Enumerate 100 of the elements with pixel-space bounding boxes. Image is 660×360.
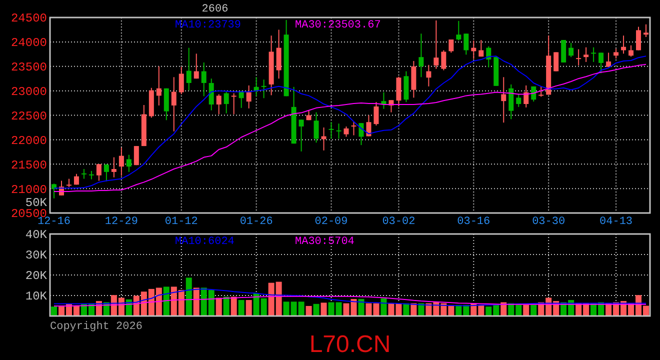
candlestick (186, 47, 192, 91)
bar (380, 298, 387, 316)
candlestick (336, 123, 342, 140)
y-tick-label: 24500 (10, 12, 47, 26)
text: MA30:5704 (295, 236, 355, 248)
candlestick (208, 78, 214, 111)
x-tick-label: 01-26 (240, 216, 273, 228)
text: L70.CN (309, 331, 391, 358)
y-tick-label: 24000 (10, 36, 47, 50)
line-series (54, 296, 646, 306)
bar (223, 296, 230, 316)
text: Copyright 2026 (50, 321, 142, 333)
bar (230, 296, 237, 316)
candlestick (404, 70, 409, 103)
bar (163, 286, 170, 316)
x-tick-label: 12-29 (104, 216, 138, 228)
text: MA30:23503.67 (295, 20, 381, 32)
candlestick (104, 164, 109, 182)
text: MA10:23739 (175, 20, 242, 32)
bar (186, 278, 192, 316)
candlestick (418, 33, 424, 78)
x-tick-label: 01-12 (164, 216, 198, 228)
candlestick (584, 46, 589, 62)
candlestick (538, 86, 544, 98)
bar (320, 302, 327, 316)
candlestick (178, 66, 184, 95)
y-tick-label: 23000 (10, 85, 47, 100)
candlestick (351, 122, 356, 136)
candlestick (216, 94, 222, 115)
candlestick (411, 60, 416, 98)
candlestick (441, 50, 446, 71)
x-tick-label: 04-13 (600, 216, 633, 228)
chart-title: 2606 (202, 4, 228, 16)
y-tick-label: 22500 (10, 109, 47, 124)
y-tick-label: 30K (25, 248, 48, 263)
text: 50K (25, 196, 48, 210)
candlestick (314, 112, 319, 144)
candlestick (96, 164, 102, 182)
candlestick (374, 102, 379, 126)
candlestick (261, 79, 266, 99)
candlestick (628, 44, 634, 58)
line-series (54, 288, 646, 306)
candlestick (134, 146, 139, 166)
candlestick (276, 29, 282, 80)
candlestick (636, 26, 642, 51)
candlestick (298, 119, 304, 152)
candlestick (111, 156, 116, 178)
candlestick (426, 64, 432, 87)
candlestick (456, 20, 462, 41)
y-tick-label: 23500 (10, 60, 47, 75)
bar (313, 304, 320, 316)
candlestick (156, 66, 162, 106)
x-tick-label: 03-16 (457, 216, 490, 228)
candlestick (396, 76, 402, 107)
x-tick-label: 12-16 (37, 216, 71, 228)
text: MA10:6024 (175, 236, 235, 248)
candlestick (554, 52, 559, 72)
y-tick-label: 22000 (10, 134, 47, 148)
bar (306, 306, 312, 316)
candlestick (606, 52, 612, 68)
bar (530, 304, 537, 316)
candlestick (224, 91, 229, 114)
candlestick (194, 53, 199, 80)
candlestick (126, 154, 132, 172)
candlestick (501, 76, 506, 124)
candlestick (171, 76, 176, 132)
candlestick (328, 122, 334, 140)
y-tick-label: 21500 (10, 158, 47, 172)
candlestick (568, 42, 574, 58)
candlestick (366, 114, 372, 137)
x-tick-label: 03-02 (382, 216, 416, 228)
candlestick (598, 52, 604, 74)
candlestick (358, 122, 364, 146)
candlestick (344, 126, 349, 138)
candlestick (201, 62, 206, 97)
bar (358, 298, 364, 316)
bar (246, 300, 252, 316)
candlestick (118, 147, 124, 176)
candlestick (164, 88, 169, 121)
y-tick-label: 10K (25, 290, 48, 304)
candlestick (246, 84, 252, 109)
candlestick (81, 168, 86, 180)
candlestick (88, 170, 94, 180)
candlestick (448, 38, 454, 54)
candlestick (591, 46, 596, 62)
bar (216, 298, 222, 316)
candlestick (508, 84, 514, 120)
candlestick (52, 183, 56, 199)
bar (193, 288, 200, 316)
bar (51, 306, 57, 316)
candlestick (464, 33, 469, 56)
candlestick (381, 92, 386, 110)
candlestick (576, 48, 582, 66)
bar (523, 304, 530, 316)
y-tick-label: 20K (25, 269, 48, 284)
y-tick-label: 21000 (10, 182, 47, 197)
x-tick-label: 02-09 (314, 216, 348, 228)
candlestick (516, 94, 522, 108)
candlestick (561, 39, 566, 63)
candlestick (231, 92, 236, 115)
